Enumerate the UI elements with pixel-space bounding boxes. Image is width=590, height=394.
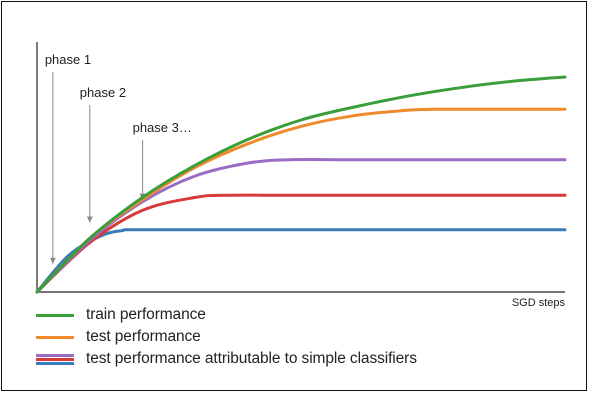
phase-arrow-head-2	[86, 216, 93, 223]
series-line-1	[35, 75, 567, 294]
legend-item-train: train performance	[36, 304, 417, 326]
legend-swatch-bar	[36, 357, 74, 361]
legend-item-simple-classifiers: test performance attributable to simple …	[36, 348, 417, 370]
legend: train performance test performance test …	[36, 304, 417, 370]
phase-label-2: phase 2	[80, 85, 126, 100]
series-lines	[35, 75, 567, 294]
legend-label-test: test performance	[86, 328, 201, 345]
phase-arrow-head-1	[49, 257, 56, 264]
series-line-2	[35, 107, 567, 294]
legend-swatch-bar	[36, 361, 74, 365]
phase-label-1: phase 1	[45, 52, 91, 67]
legend-swatch-simple-classifiers	[36, 353, 74, 365]
legend-item-test: test performance	[36, 326, 417, 348]
axes	[36, 42, 565, 293]
series-line-5	[35, 228, 567, 294]
legend-swatch-bar	[36, 313, 74, 317]
legend-swatch-bar	[36, 335, 74, 339]
series-line-4	[35, 193, 567, 294]
legend-swatch-train	[36, 313, 74, 317]
legend-swatch-bar	[36, 353, 74, 357]
phase-label-3: phase 3…	[133, 120, 192, 135]
legend-label-train: train performance	[86, 306, 206, 323]
phase-annotations: phase 1 phase 2 phase 3…	[45, 52, 192, 264]
legend-label-simple-classifiers: test performance attributable to simple …	[86, 350, 417, 367]
series-line-3	[35, 158, 567, 294]
x-axis-label: SGD steps	[512, 297, 566, 309]
legend-swatch-test	[36, 335, 74, 339]
